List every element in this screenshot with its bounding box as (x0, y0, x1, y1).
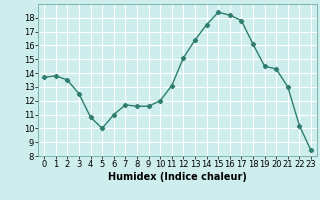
X-axis label: Humidex (Indice chaleur): Humidex (Indice chaleur) (108, 172, 247, 182)
